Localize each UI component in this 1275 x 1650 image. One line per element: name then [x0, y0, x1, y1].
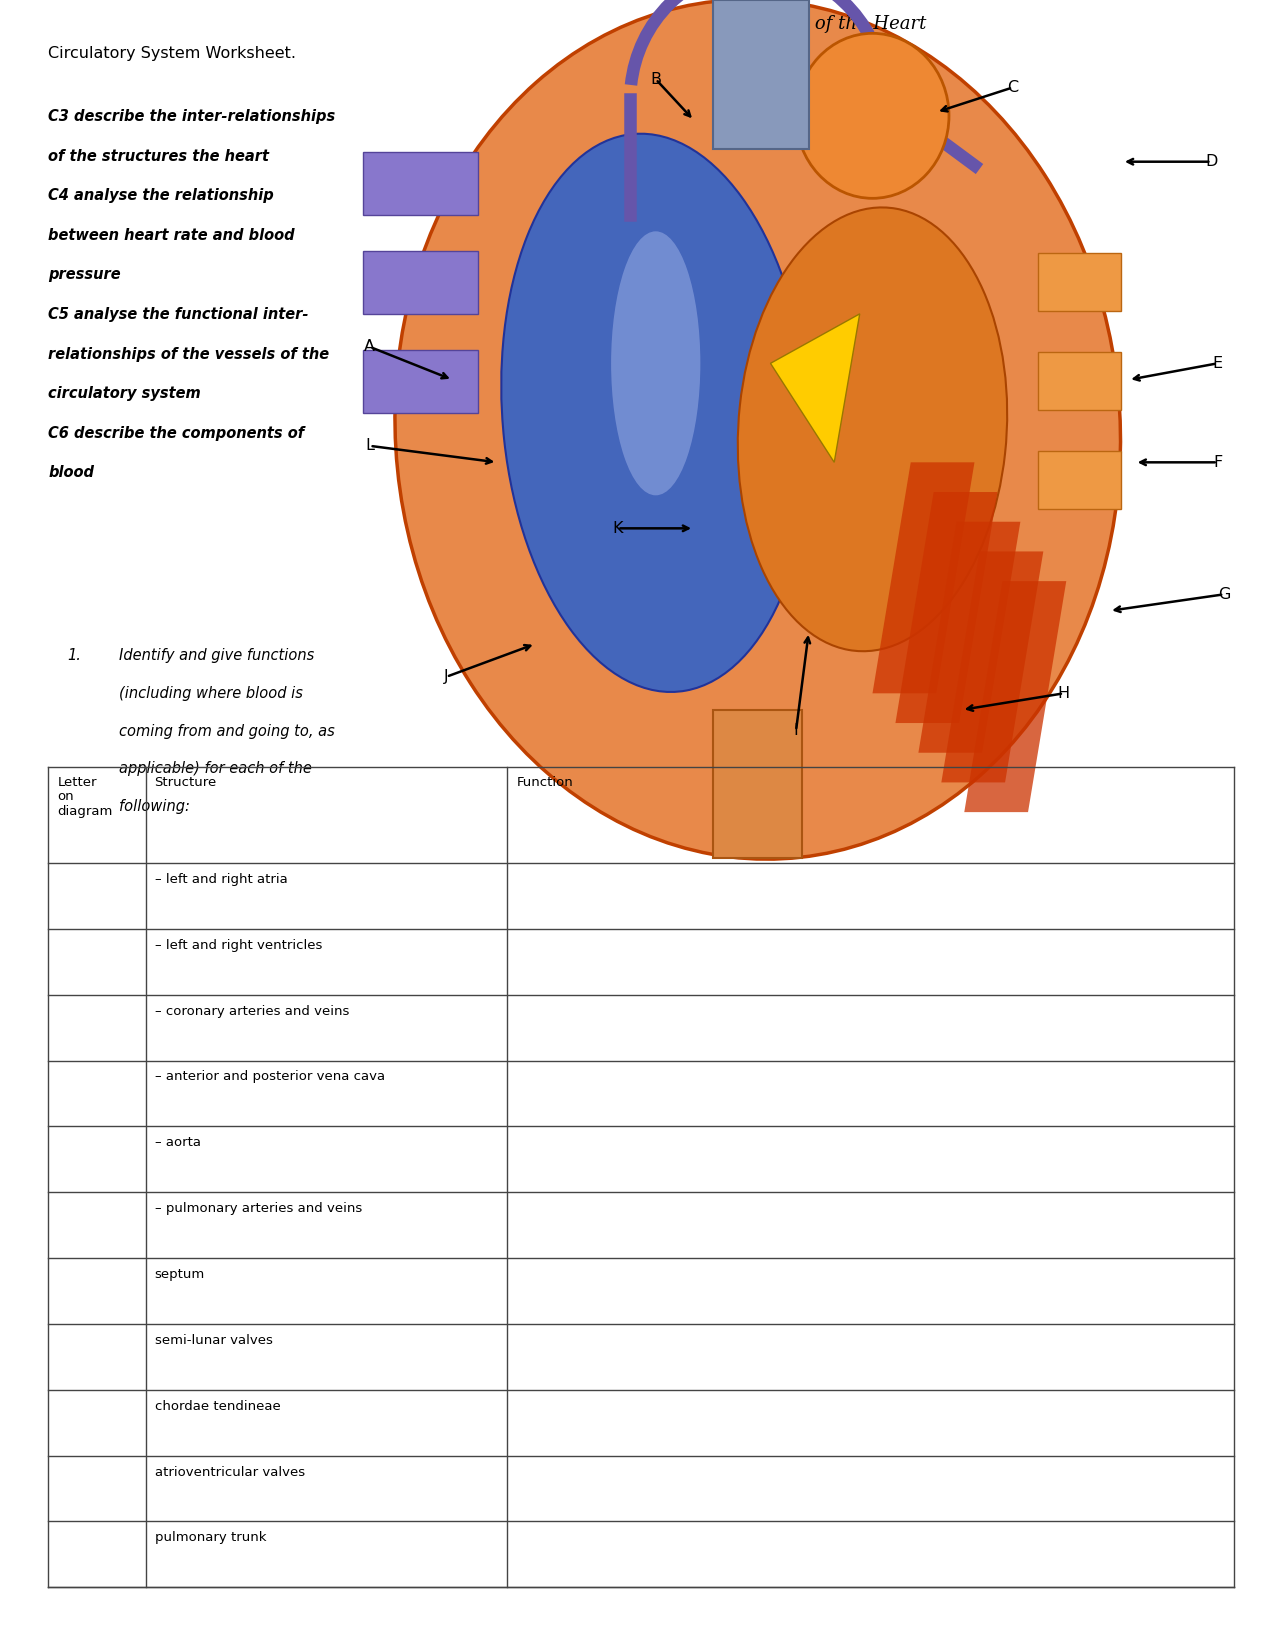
Text: – left and right ventricles: – left and right ventricles — [154, 939, 323, 952]
Polygon shape — [964, 581, 1066, 812]
Text: septum: septum — [154, 1267, 205, 1280]
Text: – aorta: – aorta — [154, 1137, 200, 1150]
Polygon shape — [770, 314, 859, 462]
Text: B: B — [650, 71, 662, 87]
Polygon shape — [895, 492, 997, 723]
Text: C3 describe the inter-relationships: C3 describe the inter-relationships — [48, 109, 335, 124]
Text: A: A — [365, 340, 375, 355]
Text: – left and right atria: – left and right atria — [154, 873, 287, 886]
Polygon shape — [363, 152, 478, 215]
Text: K: K — [612, 521, 622, 536]
Text: pressure: pressure — [48, 267, 121, 282]
Text: L: L — [366, 439, 374, 454]
Text: blood: blood — [48, 465, 94, 480]
Ellipse shape — [796, 33, 949, 198]
Text: D: D — [1205, 153, 1218, 170]
Text: applicable) for each of the: applicable) for each of the — [119, 761, 311, 776]
Polygon shape — [872, 462, 974, 693]
Text: coming from and going to, as: coming from and going to, as — [119, 724, 334, 739]
Text: (including where blood is: (including where blood is — [119, 686, 302, 701]
Text: between heart rate and blood: between heart rate and blood — [48, 228, 295, 243]
Text: pulmonary trunk: pulmonary trunk — [154, 1531, 266, 1544]
Polygon shape — [1038, 252, 1121, 310]
Text: Structure of the Heart: Structure of the Heart — [720, 15, 926, 33]
Text: Letter
on
diagram: Letter on diagram — [57, 776, 112, 818]
Text: C6 describe the components of: C6 describe the components of — [48, 426, 305, 441]
Text: J: J — [444, 670, 449, 685]
Text: C5 analyse the functional inter-: C5 analyse the functional inter- — [48, 307, 309, 322]
Polygon shape — [713, 0, 808, 148]
Text: semi-lunar valves: semi-lunar valves — [154, 1333, 273, 1346]
Polygon shape — [713, 710, 802, 858]
Ellipse shape — [738, 208, 1007, 652]
Text: – pulmonary arteries and veins: – pulmonary arteries and veins — [154, 1203, 362, 1214]
Text: I: I — [793, 723, 798, 739]
Text: H: H — [1058, 686, 1070, 701]
Polygon shape — [941, 551, 1043, 782]
Text: – anterior and posterior vena cava: – anterior and posterior vena cava — [154, 1071, 385, 1084]
Text: C: C — [1007, 79, 1019, 96]
Ellipse shape — [501, 134, 810, 691]
Polygon shape — [363, 350, 478, 412]
Text: F: F — [1213, 455, 1223, 470]
Ellipse shape — [395, 0, 1121, 860]
Text: G: G — [1218, 587, 1230, 602]
Polygon shape — [1038, 351, 1121, 409]
Text: – coronary arteries and veins: – coronary arteries and veins — [154, 1005, 349, 1018]
Text: Identify and give functions: Identify and give functions — [119, 648, 314, 663]
Polygon shape — [363, 251, 478, 314]
Text: following:: following: — [119, 799, 190, 813]
Text: chordae tendineae: chordae tendineae — [154, 1399, 280, 1412]
Polygon shape — [918, 521, 1020, 752]
Text: of the structures the heart: of the structures the heart — [48, 148, 269, 163]
Text: Circulatory System Worksheet.: Circulatory System Worksheet. — [48, 46, 297, 61]
Text: circulatory system: circulatory system — [48, 386, 201, 401]
Text: Structure: Structure — [154, 776, 217, 789]
Text: relationships of the vessels of the: relationships of the vessels of the — [48, 346, 329, 361]
Text: 1.: 1. — [68, 648, 82, 663]
Ellipse shape — [611, 231, 700, 495]
Text: atrioventricular valves: atrioventricular valves — [154, 1465, 305, 1478]
Text: Function: Function — [516, 776, 572, 789]
Text: E: E — [1213, 356, 1223, 371]
Text: C4 analyse the relationship: C4 analyse the relationship — [48, 188, 274, 203]
Polygon shape — [1038, 450, 1121, 508]
